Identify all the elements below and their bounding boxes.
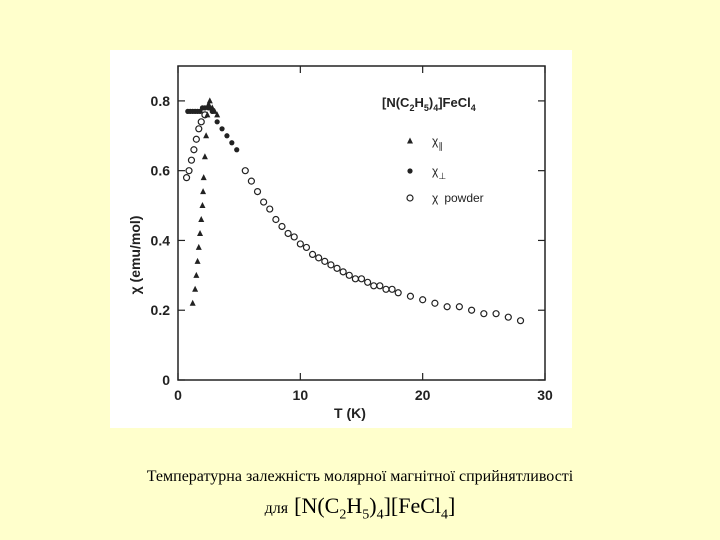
data-point [193,271,200,278]
data-point [214,119,220,125]
data-point [187,156,196,164]
data-point [468,306,476,314]
data-point [195,243,202,250]
data-point [272,215,280,224]
data-point [339,268,347,276]
data-point [357,275,366,283]
data-point [200,188,207,195]
data-point [321,257,329,265]
x-tick-label: 0 [174,387,182,403]
data-point [199,202,206,209]
legend-entry-label: χ⊥ [432,164,446,181]
data-point [516,317,525,325]
y-tick-label: 0.6 [151,163,171,179]
data-point [260,198,268,206]
series-0 [189,97,221,306]
data-point [308,250,317,258]
x-tick-label: 10 [293,387,309,403]
data-point [333,264,341,272]
data-point [197,118,205,126]
x-tick-label: 30 [537,387,553,403]
data-point [290,233,298,241]
data-point [382,285,390,293]
data-point [190,146,198,154]
data-point [394,289,402,297]
data-point [370,282,378,290]
data-point [206,97,213,104]
data-point [253,188,262,196]
series-2 [182,111,525,325]
data-point [202,105,208,111]
data-point [480,310,488,318]
data-point [376,282,384,290]
legend-entry-label: χ∥ [432,134,443,151]
data-point [504,313,512,321]
legend-entry-label: χ powder [432,191,484,205]
data-point [455,303,463,311]
y-tick-label: 0.2 [151,302,171,318]
x-tick-label: 20 [415,387,431,403]
plot-frame [177,65,546,381]
data-point [197,229,204,236]
data-point [189,299,196,306]
data-point [209,108,215,114]
chart-figure: 0 10 20 30 0 0.2 0.4 0.6 0.8 [N(C2H5)4]FeCl4 χ∥ χ… [110,50,572,428]
y-tick-label: 0 [162,372,170,388]
data-point [302,243,311,252]
data-point [266,205,274,213]
data-point [200,174,207,181]
data-point [201,111,209,119]
data-point [219,126,225,132]
series-1 [185,105,240,153]
data-point [205,105,212,111]
data-point [315,254,323,262]
data-point [419,296,427,304]
data-point [431,299,439,307]
data-point [406,292,415,300]
caption-line-2: для [N(C2H5)4][FeCl4] [0,493,720,523]
x-axis-label: T (K) [334,405,366,421]
caption-prefix: для [264,500,289,517]
data-point [388,285,396,293]
data-point [247,177,255,185]
legend-marker [407,137,413,144]
y-tick-label: 0.4 [151,232,171,248]
data-point [443,303,451,311]
data-point [194,257,201,264]
data-point [192,135,200,143]
y-axis-label: χ (emu/mol) [127,216,143,295]
data-point [203,132,210,139]
chart-title: [N(C2H5)4]FeCl4 [382,95,476,113]
data-point [296,240,304,248]
data-point [192,285,199,292]
data-point [241,167,249,175]
data-point [185,167,193,175]
caption-line-1: Температурна залежність молярної магнітн… [146,468,574,485]
data-point [345,271,353,279]
data-point [492,310,500,318]
legend-marker [407,168,413,174]
data-point [224,133,230,139]
data-point [214,111,221,118]
data-point [195,125,203,133]
data-point [198,216,205,223]
data-point [201,153,208,160]
data-point [364,278,372,286]
caption-formula: [N(C2H5)4][FeCl4] [294,493,456,523]
data-point [229,140,235,146]
data-point [351,275,359,283]
data-point [278,222,286,231]
data-point [234,147,240,153]
legend-marker [406,194,414,202]
data-point [327,261,335,269]
data-point [182,174,191,182]
y-tick-label: 0.8 [151,93,171,109]
chart-legend: χ∥ χ⊥ χ powder [406,134,484,205]
data-point [205,100,212,107]
data-point [284,229,292,238]
